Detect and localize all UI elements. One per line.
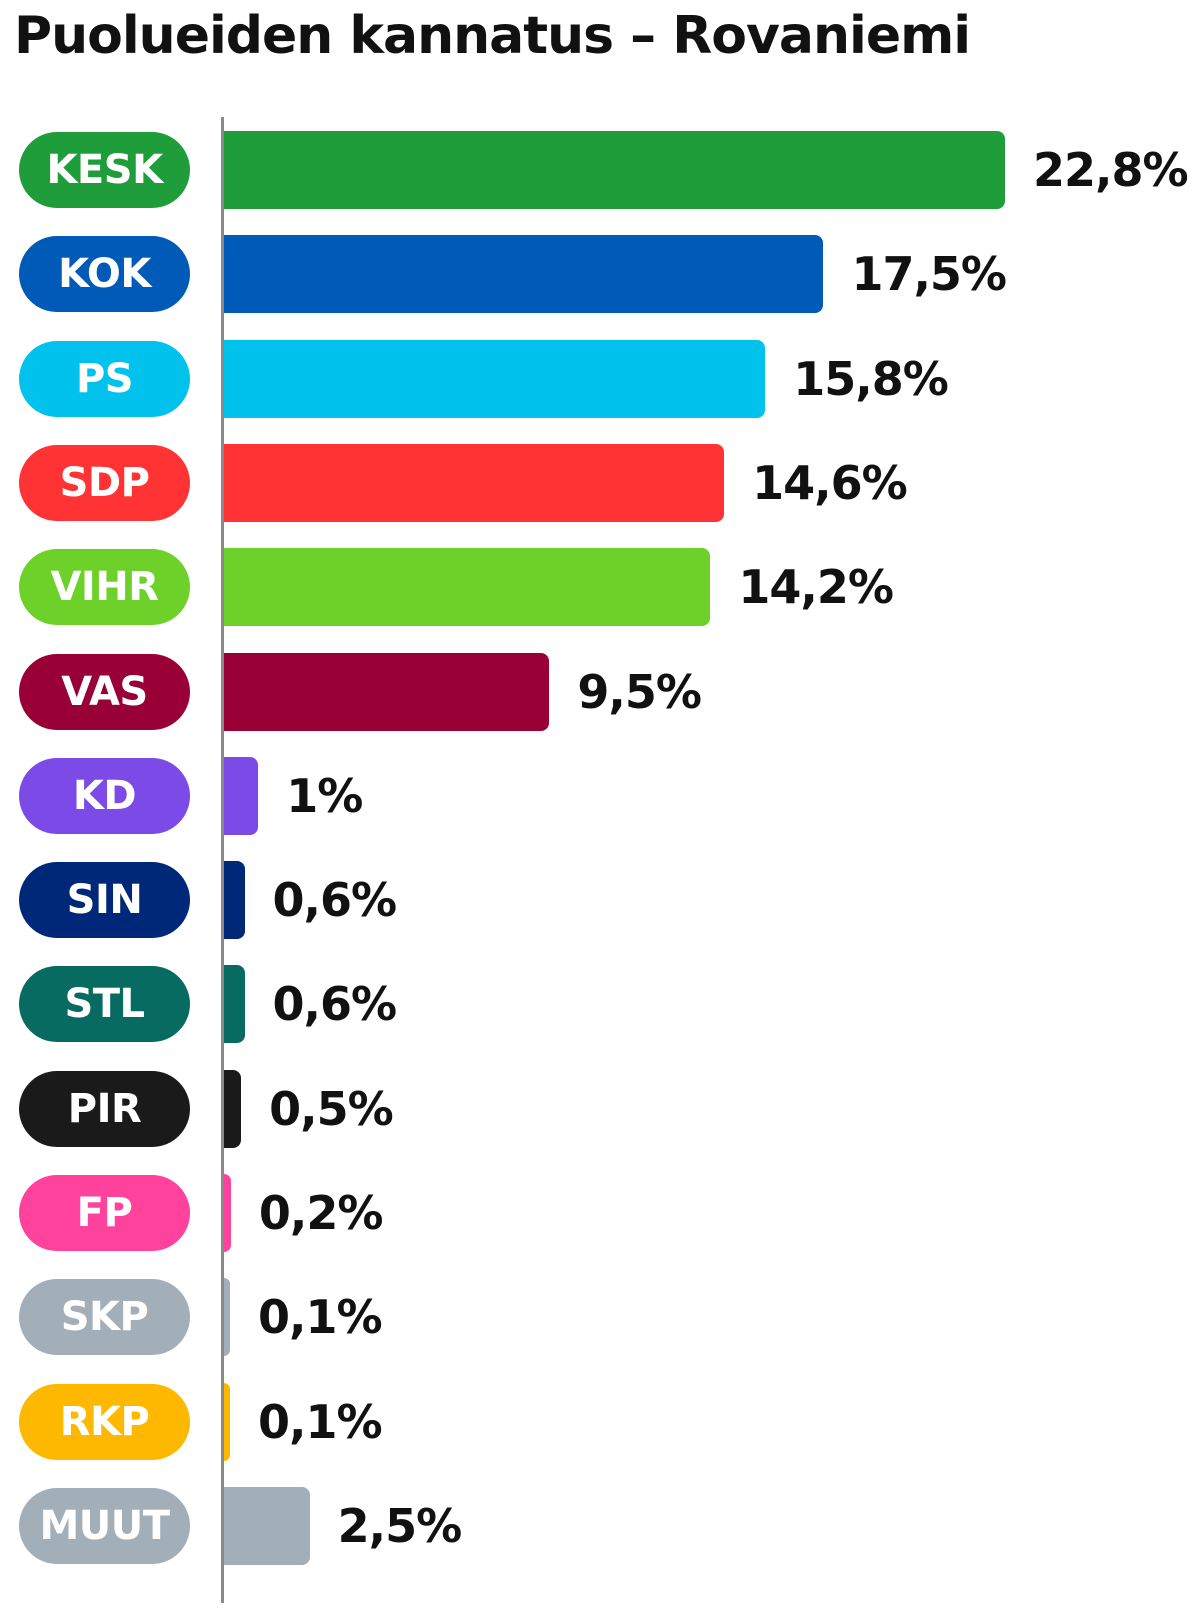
bar	[224, 444, 725, 522]
bar	[224, 1487, 310, 1565]
party-label: STL	[19, 966, 190, 1042]
value-label: 2,5%	[337, 1499, 463, 1553]
bar	[224, 653, 550, 731]
bar-row: KESK 22,8%	[0, 131, 1199, 209]
party-label: FP	[19, 1175, 190, 1251]
bar	[224, 131, 1005, 209]
bar-row: VAS 9,5%	[0, 653, 1199, 731]
bar	[224, 235, 824, 313]
party-label: KD	[19, 758, 190, 834]
bar	[224, 1174, 231, 1252]
bar-row: MUUT 2,5%	[0, 1487, 1199, 1565]
value-label: 0,1%	[258, 1395, 383, 1449]
party-label: SDP	[19, 445, 190, 521]
party-label: KESK	[19, 132, 190, 208]
party-label: SKP	[19, 1279, 190, 1355]
bar-row: FP 0,2%	[0, 1174, 1199, 1252]
value-label: 0,5%	[269, 1082, 394, 1136]
bar	[224, 548, 711, 626]
value-label: 0,2%	[258, 1186, 384, 1240]
bar-row: SIN 0,6%	[0, 861, 1199, 939]
bar	[224, 1278, 230, 1356]
bar-row: PIR 0,5%	[0, 1070, 1199, 1148]
bar	[224, 340, 766, 418]
bar	[224, 861, 245, 939]
bar	[224, 965, 245, 1043]
value-label: 14,6%	[752, 456, 908, 510]
value-label: 1%	[286, 769, 363, 823]
bar-row: STL 0,6%	[0, 965, 1199, 1043]
party-label: PIR	[19, 1071, 190, 1147]
value-label: 0,6%	[272, 873, 398, 927]
bar-row: SKP 0,1%	[0, 1278, 1199, 1356]
party-label: PS	[19, 341, 190, 417]
value-label: 22,8%	[1033, 143, 1189, 197]
value-label: 14,2%	[738, 560, 894, 614]
party-label: VAS	[19, 654, 190, 730]
bar	[224, 1383, 230, 1461]
value-label: 17,5%	[851, 247, 1007, 301]
value-label: 9,5%	[577, 665, 702, 719]
party-label: VIHR	[19, 549, 190, 625]
y-axis-line	[221, 117, 224, 1603]
party-label: MUUT	[19, 1488, 190, 1564]
bar-row: KOK 17,5%	[0, 235, 1199, 313]
party-label: SIN	[19, 862, 190, 938]
value-label: 15,8%	[793, 352, 949, 406]
bar-row: RKP 0,1%	[0, 1383, 1199, 1461]
chart-title: Puolueiden kannatus – Rovaniemi	[14, 6, 971, 66]
bar	[224, 1070, 242, 1148]
party-label: RKP	[19, 1384, 190, 1460]
bar-row: SDP 14,6%	[0, 444, 1199, 522]
value-label: 0,6%	[272, 977, 398, 1031]
bar	[224, 757, 259, 835]
bar-row: KD 1%	[0, 757, 1199, 835]
value-label: 0,1%	[258, 1290, 383, 1344]
bar-row: PS 15,8%	[0, 340, 1199, 418]
party-label: KOK	[19, 236, 190, 312]
bar-row: VIHR 14,2%	[0, 548, 1199, 626]
